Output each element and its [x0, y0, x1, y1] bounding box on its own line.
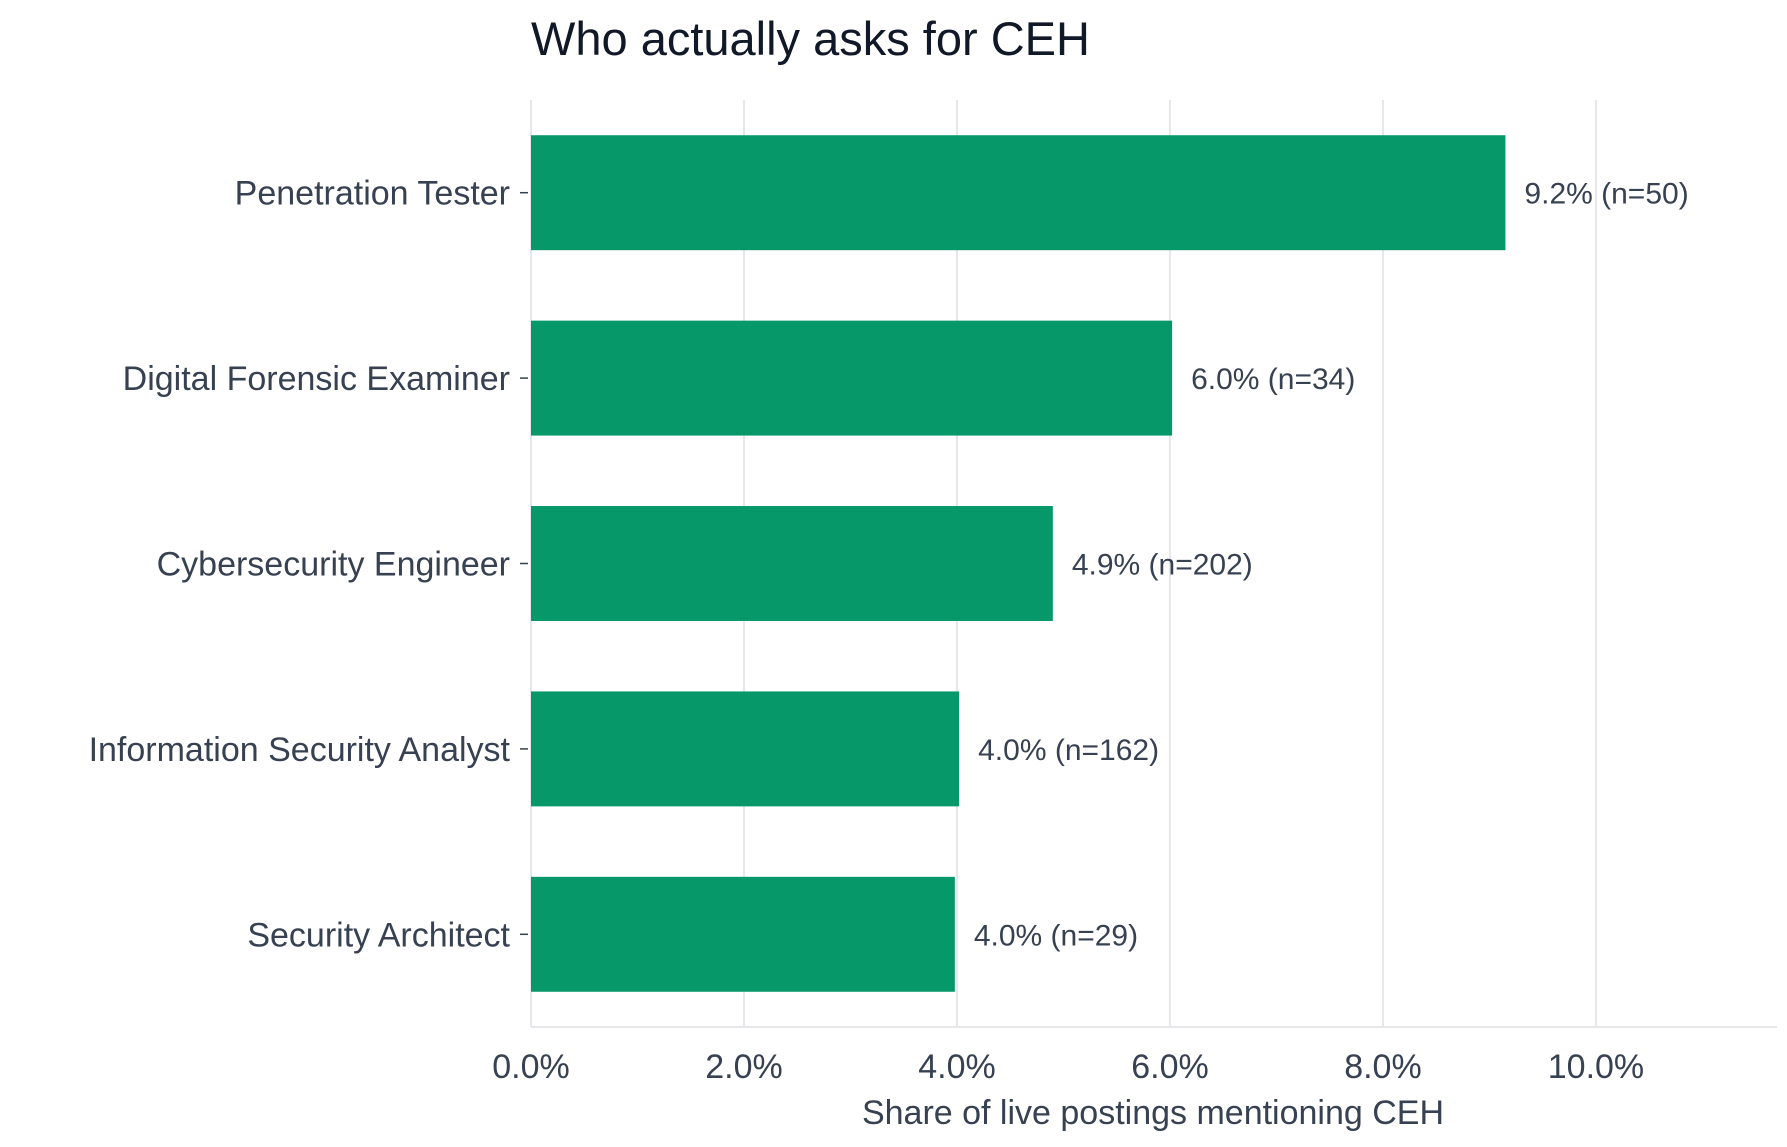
gridlines [530, 100, 1777, 1028]
bar [531, 691, 960, 807]
category-label: Penetration Tester [235, 175, 510, 213]
category-label: Cybersecurity Engineer [157, 546, 510, 584]
data-label: 4.9% (n=202) [1072, 549, 1253, 582]
category-labels: Penetration Tester Digital Forensic Exami… [89, 175, 528, 954]
x-tick-label: 8.0% [1344, 1048, 1422, 1086]
data-label: 4.0% (n=29) [974, 919, 1138, 952]
bar [531, 506, 1053, 621]
bars: 9.2% (n=50) 6.0% (n=34) 4.9% (n=202) 4.0% (… [531, 135, 1689, 992]
category-label: Digital Forensic Examiner [123, 360, 510, 398]
bar [531, 135, 1506, 251]
data-label: 6.0% (n=34) [1191, 363, 1355, 396]
x-tick-label: 10.0% [1548, 1048, 1644, 1086]
category-label: Information Security Analyst [89, 731, 511, 769]
bar [531, 320, 1173, 436]
x-tick-label: 0.0% [492, 1048, 570, 1086]
x-tick-label: 6.0% [1131, 1048, 1209, 1086]
bar [531, 876, 955, 992]
x-tick-label: 2.0% [705, 1048, 783, 1086]
x-tick-label: 4.0% [918, 1048, 996, 1086]
category-label: Security Architect [247, 916, 510, 954]
x-axis-label: Share of live postings mentioning CEH [862, 1094, 1444, 1132]
x-axis-ticks: 0.0% 2.0% 4.0% 6.0% 8.0% 10.0% [492, 1048, 1644, 1086]
data-label: 9.2% (n=50) [1524, 178, 1688, 211]
chart-title: Who actually asks for CEH [531, 12, 1090, 65]
data-label: 4.0% (n=162) [978, 734, 1159, 767]
